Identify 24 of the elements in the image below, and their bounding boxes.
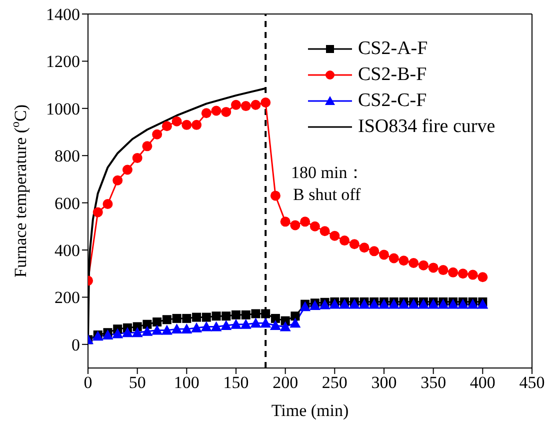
x-tick-label: 200: [272, 373, 298, 392]
legend-label: ISO834 fire curve: [358, 116, 496, 138]
x-tick-label: 100: [174, 373, 200, 392]
y-tick-label: 200: [54, 288, 80, 308]
x-tick-label: 300: [371, 373, 397, 392]
y-tick-label: 1400: [46, 5, 80, 24]
x-tick-label: 400: [470, 373, 496, 392]
x-axis-title: Time (min): [271, 401, 349, 420]
y-tick-label: 800: [54, 146, 80, 166]
x-tick-label: 150: [223, 373, 249, 392]
x-tick-label: 450: [519, 373, 545, 392]
y-tick-label: 1200: [46, 52, 80, 72]
x-tick-label: 50: [128, 373, 146, 392]
x-tick-label: 250: [322, 373, 348, 392]
legend-label: CS2-C-F: [358, 90, 427, 112]
x-tick-label: 350: [420, 373, 446, 392]
y-tick-label: 400: [54, 241, 80, 260]
y-tick-label: 1000: [46, 99, 80, 118]
legend-label: CS2-A-F: [358, 38, 428, 60]
y-tick-label: 0: [72, 335, 80, 354]
y-tick-label: 600: [54, 194, 80, 213]
x-tick-label: 0: [84, 373, 92, 392]
legend-label: CS2-B-F: [358, 64, 427, 86]
annotation: 180 min： B shut off: [291, 163, 364, 204]
